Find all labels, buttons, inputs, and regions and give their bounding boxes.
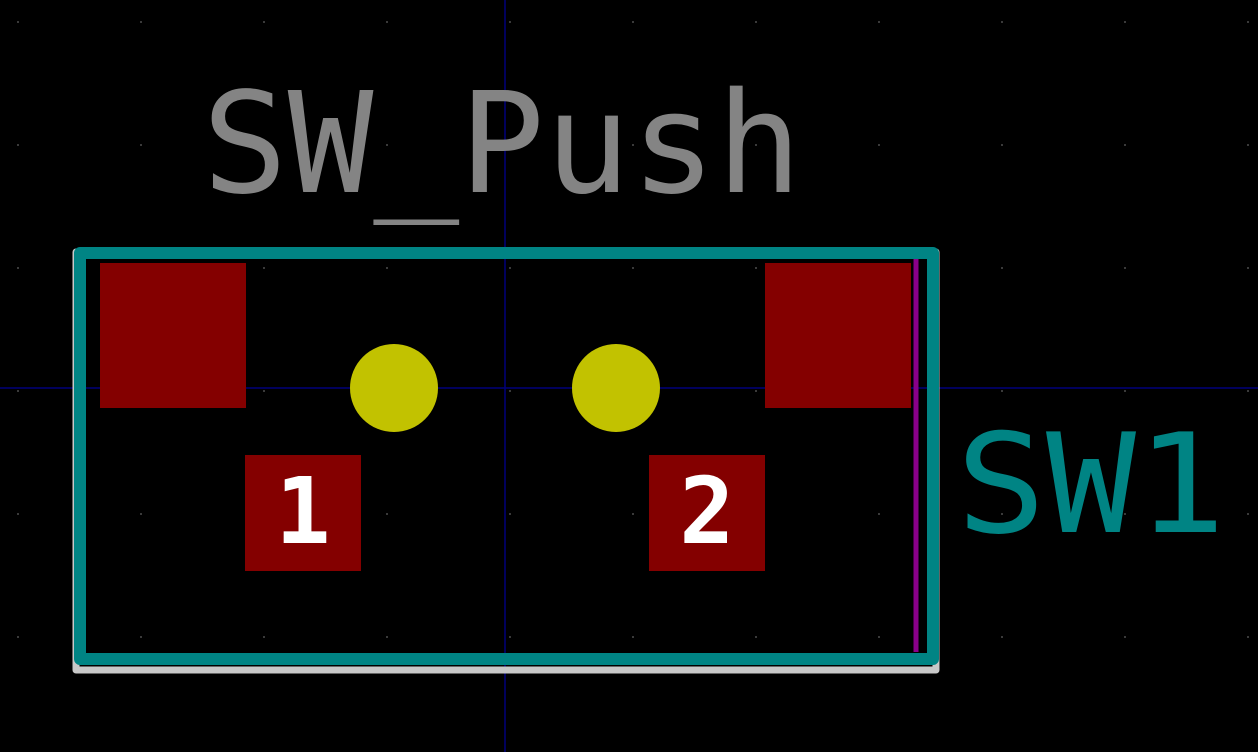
grid-dot	[17, 636, 19, 638]
footprint-value-label[interactable]: SW_Push	[202, 63, 802, 226]
grid-dot	[1247, 21, 1249, 23]
grid-dot	[755, 144, 757, 146]
grid-dot	[1247, 513, 1249, 515]
grid-dot	[1247, 144, 1249, 146]
grid-dot	[17, 144, 19, 146]
copper-pad-top-right[interactable]	[765, 263, 911, 408]
grid-dot	[509, 267, 511, 269]
drill-hole-2[interactable]	[572, 344, 660, 432]
grid-dot	[1124, 21, 1126, 23]
pad-1-number: 1	[275, 458, 330, 565]
footprint-reference-label[interactable]: SW1	[956, 404, 1226, 565]
grid-dot	[632, 144, 634, 146]
grid-dot	[1001, 513, 1003, 515]
grid-dot	[632, 267, 634, 269]
grid-dot	[878, 636, 880, 638]
grid-dot	[386, 144, 388, 146]
grid-dot	[1001, 144, 1003, 146]
grid-dot	[509, 390, 511, 392]
grid-dot	[17, 267, 19, 269]
grid-dot	[878, 144, 880, 146]
grid-dot	[632, 21, 634, 23]
grid-dot	[17, 390, 19, 392]
grid-dot	[632, 513, 634, 515]
copper-pad-top-left[interactable]	[100, 263, 246, 408]
grid-dot	[1124, 513, 1126, 515]
grid-dot	[1001, 636, 1003, 638]
grid-dot	[755, 636, 757, 638]
grid-dot	[755, 267, 757, 269]
grid-dot	[17, 513, 19, 515]
grid-dot	[632, 636, 634, 638]
pad-2-number: 2	[679, 458, 734, 565]
grid-dot	[17, 21, 19, 23]
grid-dot	[509, 636, 511, 638]
grid-dot	[1247, 636, 1249, 638]
grid-dot	[140, 21, 142, 23]
grid-dot	[755, 390, 757, 392]
grid-dot	[386, 267, 388, 269]
grid-dot	[878, 21, 880, 23]
grid-dot	[263, 144, 265, 146]
grid-dot	[1001, 267, 1003, 269]
grid-dot	[878, 513, 880, 515]
grid-dot	[1247, 267, 1249, 269]
grid-dot	[263, 636, 265, 638]
grid-dot	[263, 390, 265, 392]
grid-dot	[509, 513, 511, 515]
grid-dot	[1124, 267, 1126, 269]
grid-dot	[1001, 21, 1003, 23]
grid-dot	[140, 144, 142, 146]
grid-dot	[1124, 636, 1126, 638]
grid-dot	[1001, 390, 1003, 392]
drill-hole-1[interactable]	[350, 344, 438, 432]
grid-dot	[1124, 144, 1126, 146]
grid-dot	[386, 21, 388, 23]
pad-1[interactable]	[245, 455, 361, 571]
grid-dot	[140, 636, 142, 638]
silkscreen-outline[interactable]	[74, 247, 939, 665]
grid-dot	[1124, 390, 1126, 392]
grid-dot	[263, 21, 265, 23]
grid-dot	[386, 513, 388, 515]
grid-dot	[386, 636, 388, 638]
grid-dot	[1247, 390, 1249, 392]
grid-dot	[140, 513, 142, 515]
grid-dot	[755, 21, 757, 23]
grid-dot	[509, 144, 511, 146]
grid-dot	[509, 21, 511, 23]
grid-dot	[263, 267, 265, 269]
grid-dots	[17, 21, 1249, 638]
pad-2[interactable]	[649, 455, 765, 571]
